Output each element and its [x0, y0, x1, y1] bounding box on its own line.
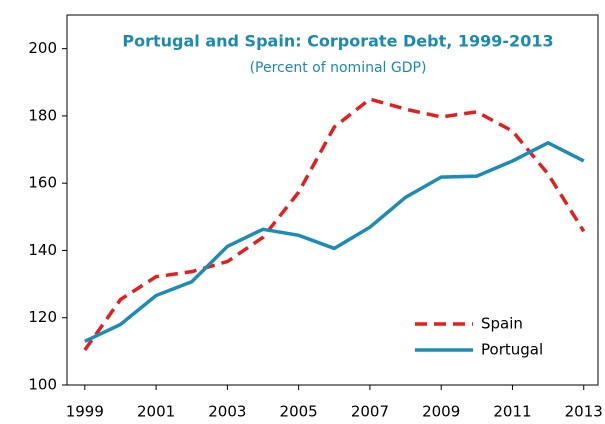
x-tick-label: 2013: [565, 403, 603, 421]
y-tick-label: 160: [28, 174, 57, 192]
x-tick-label: 2007: [351, 403, 389, 421]
chart-subtitle: (Percent of nominal GDP): [250, 60, 427, 76]
x-tick-label: 2011: [493, 403, 531, 421]
x-tick-label: 2003: [208, 403, 246, 421]
y-tick-label: 180: [28, 106, 57, 124]
series-line: [84, 140, 585, 343]
y-tick-label: 120: [28, 308, 57, 326]
legend-label: Spain: [481, 315, 523, 333]
legend-label: Portugal: [481, 341, 543, 359]
plot-frame: [66, 14, 599, 386]
x-tick-label: 1999: [66, 403, 104, 421]
x-tick-label: 2001: [137, 403, 175, 421]
y-tick-label: 140: [28, 241, 57, 259]
chart-title: Portugal and Spain: Corporate Debt, 1999…: [122, 32, 553, 51]
series-line: [83, 97, 586, 352]
y-tick-label: 100: [28, 376, 57, 394]
x-tick-label: 2005: [280, 403, 318, 421]
y-tick-label: 200: [28, 39, 57, 57]
x-tick-label: 2009: [422, 403, 460, 421]
